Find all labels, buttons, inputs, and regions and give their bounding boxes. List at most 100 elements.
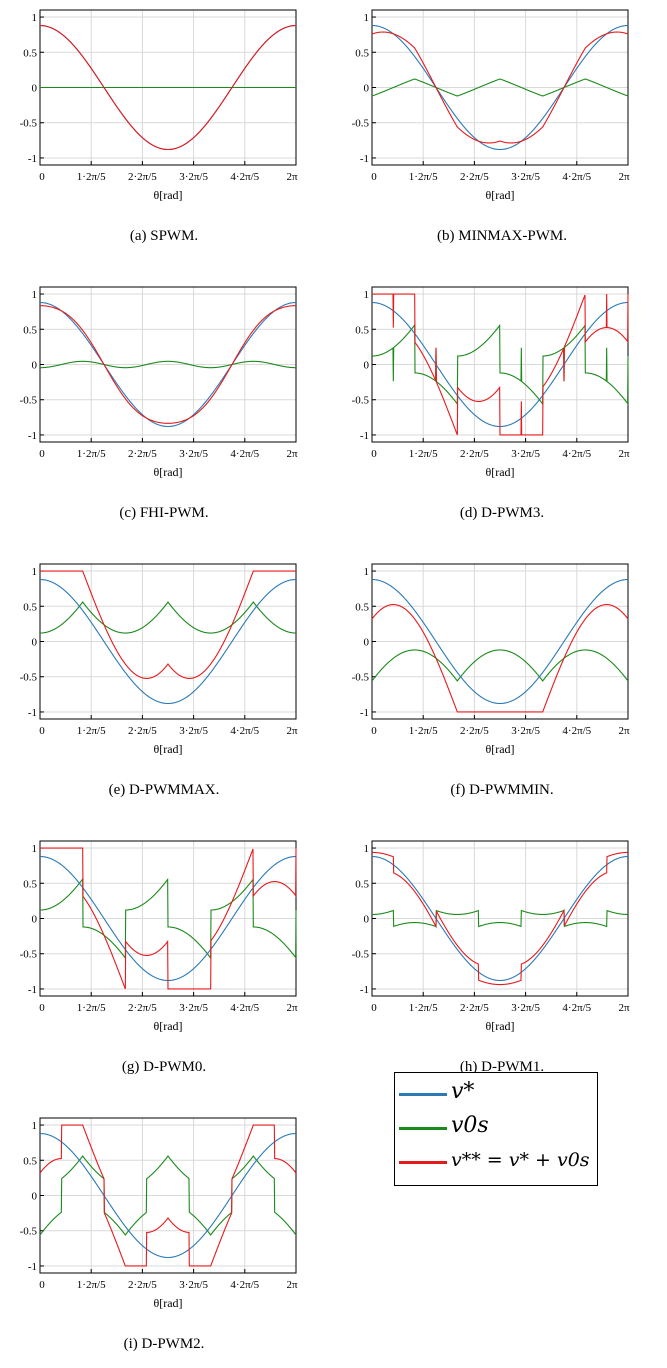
x-tick-label: 0	[371, 1002, 377, 1014]
x-tick-label: 1·2π/5	[77, 171, 106, 183]
y-tick-label: 1	[364, 12, 370, 24]
subplot-d: 10.50-0.5-10 1·2π/5 2·2π/5 3·2π/5 4·2π/5 2πθ[…	[352, 286, 630, 479]
caption-e: (e) D-PWMMAX.	[108, 782, 220, 798]
series-v-out	[40, 305, 296, 424]
x-tick-label: 1·2π/5	[409, 1002, 438, 1014]
series-v-out	[372, 293, 629, 436]
x-axis-label: θ[rad]	[485, 742, 514, 756]
x-tick-label: 1·2π/5	[409, 171, 438, 183]
x-tick-label: 3·2π/5	[179, 171, 208, 183]
series-v-ref	[40, 301, 296, 428]
x-tick-label: 3·2π/5	[179, 725, 208, 737]
x-tick-label: 4·2π/5	[562, 725, 591, 737]
legend-item-v-out: v** = v* + v0s	[395, 1147, 595, 1177]
legend-label-v-ref: v*	[451, 1079, 475, 1104]
y-tick-label: 1	[364, 843, 370, 855]
x-tick-label: 0	[39, 448, 45, 460]
y-tick-label: 0	[364, 360, 370, 372]
subplot-b: 10.50-0.5-10 1·2π/5 2·2π/5 3·2π/5 4·2π/5 2πθ[…	[352, 9, 630, 202]
x-tick-label: 2·2π/5	[460, 171, 489, 183]
x-tick-label: 4·2π/5	[230, 171, 259, 183]
series-v0s	[372, 909, 628, 928]
subplot-f: 10.50-0.5-10 1·2π/5 2·2π/5 3·2π/5 4·2π/5 2πθ[…	[352, 563, 630, 756]
x-tick-label: 2π	[286, 725, 298, 737]
x-axis-label: θ[rad]	[153, 188, 182, 202]
y-tick-label: 0	[364, 83, 370, 95]
y-tick-label: -0.5	[352, 672, 370, 684]
x-tick-label: 1·2π/5	[77, 725, 106, 737]
y-tick-label: -0.5	[20, 1226, 38, 1238]
series-v-out	[372, 851, 628, 986]
x-tick-label: 2·2π/5	[128, 725, 157, 737]
y-tick-label: 0.5	[355, 324, 369, 336]
y-tick-label: -1	[360, 707, 369, 719]
y-tick-label: 1	[32, 12, 38, 24]
legend-swatch-v-out	[399, 1161, 447, 1164]
y-tick-label: -1	[28, 430, 37, 442]
y-tick-label: -0.5	[20, 672, 38, 684]
subplot-a: 10.50-0.5-10 1·2π/5 2·2π/5 3·2π/5 4·2π/5 2πθ[…	[20, 9, 298, 202]
subplot-e: 10.50-0.5-10 1·2π/5 2·2π/5 3·2π/5 4·2π/5 2πθ[…	[20, 563, 298, 756]
legend-swatch-v0s	[399, 1127, 447, 1130]
x-tick-label: 0	[39, 1002, 45, 1014]
caption-c: (c) FHI-PWM.	[119, 505, 209, 521]
x-tick-label: 2·2π/5	[128, 448, 157, 460]
y-tick-label: 1	[32, 843, 38, 855]
y-tick-label: -0.5	[20, 395, 38, 407]
series-v-out	[40, 847, 297, 990]
caption-a: (a) SPWM.	[129, 228, 199, 244]
x-tick-label: 4·2π/5	[230, 725, 259, 737]
x-tick-label: 2·2π/5	[128, 1002, 157, 1014]
x-tick-label: 0	[371, 725, 377, 737]
series-v-out	[40, 24, 296, 151]
y-tick-label: 1	[32, 289, 38, 301]
caption-i: (i) D-PWM2.	[123, 1336, 205, 1352]
y-tick-label: -1	[360, 984, 369, 996]
caption-g: (g) D-PWM0.	[121, 1059, 207, 1075]
y-tick-label: 0.5	[355, 601, 369, 613]
x-tick-label: 2π	[286, 1002, 298, 1014]
x-axis-label: θ[rad]	[153, 1296, 182, 1310]
x-tick-label: 2·2π/5	[460, 1002, 489, 1014]
x-tick-label: 4·2π/5	[230, 448, 259, 460]
series-v-ref	[372, 24, 628, 151]
legend-label-v-out: v** = v* + v0s	[451, 1149, 590, 1171]
x-tick-label: 4·2π/5	[562, 171, 591, 183]
series-v-out	[40, 570, 296, 679]
y-tick-label: -0.5	[352, 395, 370, 407]
y-tick-label: 0	[32, 1191, 38, 1203]
y-tick-label: -0.5	[20, 118, 38, 130]
y-tick-label: -1	[28, 984, 37, 996]
series-v-ref	[372, 578, 628, 705]
y-tick-label: 0.5	[23, 47, 37, 59]
legend-item-v-ref: v*	[395, 1079, 595, 1109]
y-tick-label: 0	[32, 83, 38, 95]
subplot-h: 10.50-0.5-10 1·2π/5 2·2π/5 3·2π/5 4·2π/5 2πθ[…	[352, 840, 630, 1033]
y-tick-label: -1	[360, 153, 369, 165]
x-tick-label: 1·2π/5	[77, 1279, 106, 1291]
subplot-g: 10.50-0.5-10 1·2π/5 2·2π/5 3·2π/5 4·2π/5 2πθ[…	[20, 840, 298, 1033]
y-tick-label: -0.5	[352, 118, 370, 130]
series-v0s	[39, 601, 297, 634]
y-tick-label: 0.5	[23, 324, 37, 336]
x-tick-label: 2·2π/5	[128, 1279, 157, 1291]
x-tick-label: 1·2π/5	[409, 448, 438, 460]
x-tick-label: 3·2π/5	[179, 1279, 208, 1291]
legend: v* v0s v** = v* + v0s	[394, 1072, 598, 1186]
legend-swatch-v-ref	[399, 1093, 447, 1096]
y-tick-label: 1	[364, 566, 370, 578]
x-axis-label: θ[rad]	[485, 465, 514, 479]
subplot-c: 10.50-0.5-10 1·2π/5 2·2π/5 3·2π/5 4·2π/5 2πθ[…	[20, 286, 298, 479]
y-tick-label: 1	[32, 566, 38, 578]
x-tick-label: 4·2π/5	[230, 1002, 259, 1014]
y-tick-label: -1	[28, 1261, 37, 1273]
x-tick-label: 4·2π/5	[230, 1279, 259, 1291]
y-tick-label: 0	[32, 637, 38, 649]
x-axis-label: θ[rad]	[153, 465, 182, 479]
x-tick-label: 2π	[618, 1002, 630, 1014]
caption-f: (f) D-PWMMIN.	[450, 782, 554, 798]
legend-label-v0s: v0s	[451, 1113, 489, 1138]
y-tick-label: 0.5	[23, 1155, 37, 1167]
y-tick-label: 1	[364, 289, 370, 301]
x-tick-label: 3·2π/5	[179, 1002, 208, 1014]
